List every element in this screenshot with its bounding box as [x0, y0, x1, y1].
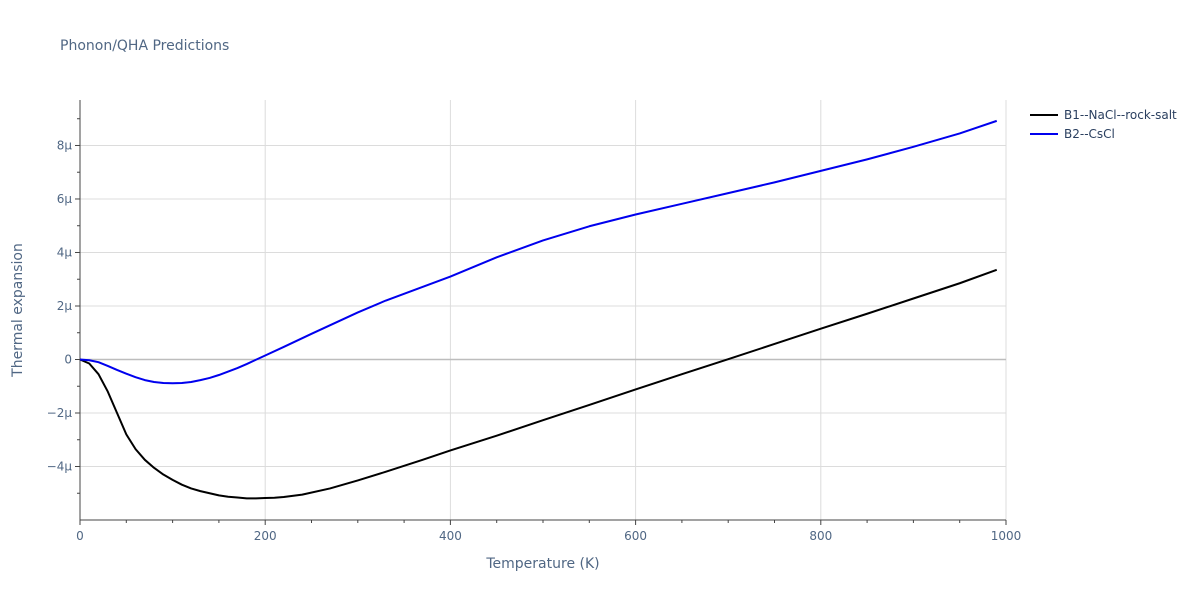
legend-item-b2-cscl[interactable]: B2--CsCl — [1030, 127, 1115, 141]
y-tick-label: 6μ — [57, 192, 73, 206]
x-axis-title: Temperature (K) — [485, 556, 599, 572]
y-tick-label: 8μ — [57, 138, 73, 152]
legend-label: B2--CsCl — [1064, 127, 1115, 141]
grid-layer — [80, 100, 1007, 520]
series-line-b1-nacl-rock-salt — [79, 268, 998, 500]
chart-title: Phonon/QHA Predictions — [60, 38, 229, 54]
x-tick-label: 800 — [809, 529, 832, 543]
y-tick-label: −4μ — [47, 459, 73, 473]
series-layer — [79, 119, 998, 500]
legend-item-b1-nacl-rock-salt[interactable]: B1--NaCl--rock-salt — [1030, 108, 1177, 122]
y-tick-label: 2μ — [57, 299, 73, 313]
y-tick-label: −2μ — [47, 406, 73, 420]
y-axis-title: Thermal expansion — [10, 243, 26, 378]
y-tick-label: 0 — [64, 352, 72, 366]
legend-label: B1--NaCl--rock-salt — [1064, 108, 1177, 122]
y-tick-label: 4μ — [57, 245, 73, 259]
series-line-b2-cscl — [79, 119, 998, 385]
x-tick-label: 400 — [439, 529, 462, 543]
x-tick-label: 600 — [624, 529, 647, 543]
x-tick-label: 200 — [254, 529, 277, 543]
legend[interactable]: B1--NaCl--rock-salt B2--CsCl — [1030, 108, 1177, 141]
x-tick-label: 1000 — [991, 529, 1022, 543]
x-tick-label: 0 — [76, 529, 84, 543]
axis-layer: 0 200 400 600 800 1000 −4μ −2μ 0 2μ 4μ 6μ 8μ — [47, 100, 1022, 543]
